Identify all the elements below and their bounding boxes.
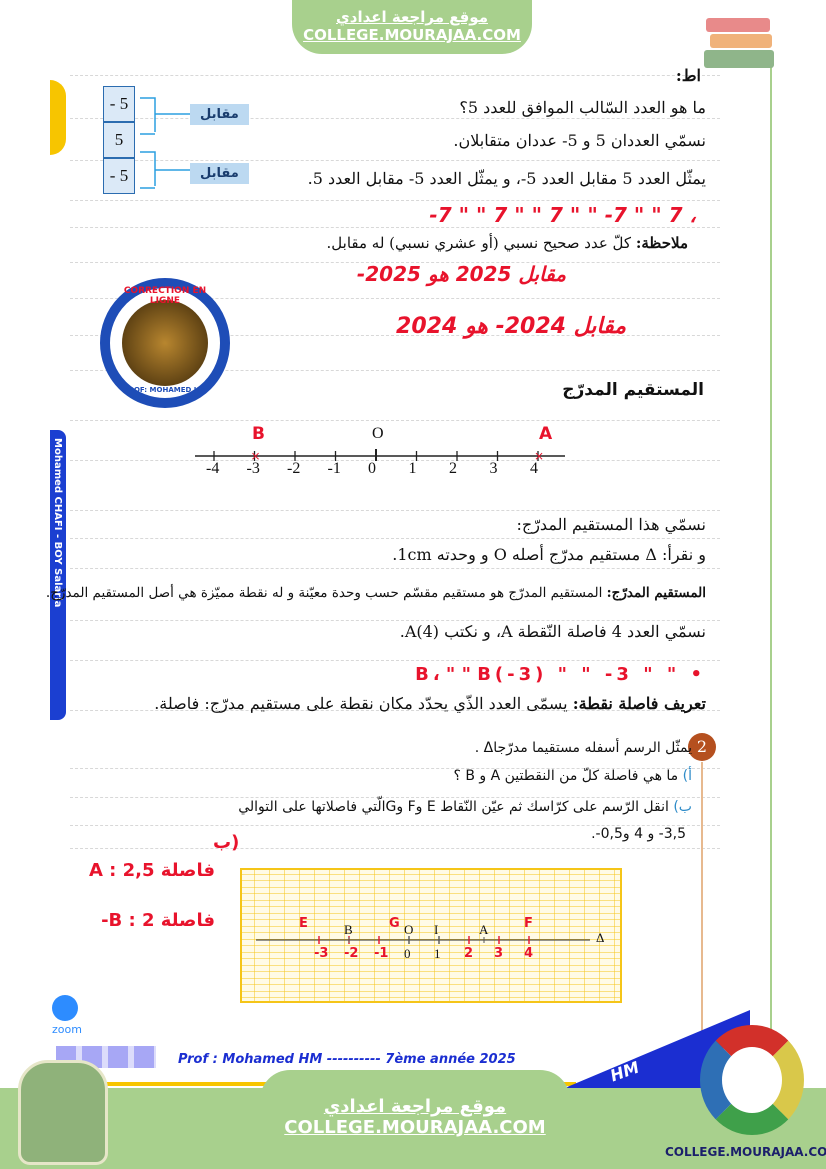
abscissa-line: نسمّي العدد 4 فاصلة النّقطة A، و نكتب A(… bbox=[399, 622, 706, 641]
handwritten-row: ، 7 " " 7- " " 7 " " 7 " " 7- bbox=[429, 203, 696, 227]
footer-tab: موقع مراجعة اعدادي COLLEGE.MOURAJAA.COM bbox=[260, 1070, 570, 1169]
section-title: المستقيم المدرّج bbox=[562, 380, 704, 400]
grid-label: E bbox=[299, 916, 308, 931]
grid-label: A bbox=[479, 922, 489, 937]
header-site-url[interactable]: COLLEGE.MOURAJAA.COM bbox=[303, 26, 521, 44]
exercise-number: 2 bbox=[688, 733, 716, 761]
part-b-label: ب) bbox=[673, 799, 692, 815]
grid-label: G bbox=[389, 916, 400, 931]
definition-label: المستقيم المدرّج: bbox=[606, 585, 706, 601]
sidebar-strip: Mohamed CHAFI - BOY Salaria bbox=[50, 430, 66, 720]
box-value: - 5 bbox=[103, 158, 135, 194]
footer-site-ar: موقع مراجعة اعدادي bbox=[323, 1096, 507, 1117]
part-a-text: ما هي فاصلة كلّ من النقطتين A و B ؟ bbox=[453, 768, 679, 784]
origin-label: O bbox=[372, 425, 384, 442]
grid-label: 2 bbox=[464, 946, 474, 961]
grid-label: 3 bbox=[494, 946, 504, 961]
abscissa-definition-text: يسمّى العدد الذّي يحدّد مكان نقطة على مس… bbox=[154, 694, 568, 713]
opposite-label: مقابل bbox=[190, 104, 249, 125]
exercise-part-a: أ) ما هي فاصلة كلّ من النقطتين A و B ؟ bbox=[453, 768, 692, 784]
opposite-boxes: - 5 5 - 5 bbox=[103, 86, 135, 194]
exercise-bar bbox=[701, 762, 703, 1032]
note-label: ملاحظة: bbox=[635, 234, 688, 252]
handwritten-part-b: ب) bbox=[213, 832, 240, 853]
axis-tick-label: -1 bbox=[327, 460, 341, 477]
yellow-tab-decoration bbox=[50, 80, 66, 155]
section-title-fragment: اط: bbox=[675, 66, 701, 85]
axis-tick-label: -3 bbox=[246, 460, 260, 477]
question-text: ما هو العدد السّالب الموافق للعدد 5؟ bbox=[459, 98, 706, 117]
handwritten-answer-2: مقابل 2024- هو 2024 bbox=[396, 314, 626, 339]
box-value: 5 bbox=[103, 122, 135, 158]
grid-label: B bbox=[344, 922, 353, 937]
axis-tick-label: 4 bbox=[530, 460, 538, 477]
grid-label: O bbox=[404, 922, 414, 937]
point-b-label: B bbox=[252, 424, 265, 444]
point-mark-a: × bbox=[534, 449, 544, 463]
axis-tick-label: 0 bbox=[368, 460, 376, 477]
definition: المستقيم المدرّج: المستقيم المدرّج هو مس… bbox=[46, 585, 706, 601]
books-icon bbox=[700, 14, 780, 74]
opposite-label: مقابل bbox=[190, 163, 249, 184]
grid-label: -2 bbox=[344, 946, 359, 961]
grid-label: F bbox=[524, 916, 533, 931]
note: ملاحظة: كلّ عدد صحيح نسبي (أو عشري نسبي)… bbox=[327, 234, 688, 252]
exercise-part-b: ب) انقل الرّسم على كرّاسك ثم عيّن النّقا… bbox=[238, 799, 692, 815]
grid-label: -1 bbox=[374, 946, 389, 961]
opposite-arrows bbox=[140, 97, 190, 189]
grid-number-line bbox=[240, 868, 622, 1003]
answer-b: فاصلة B : 2- bbox=[101, 910, 215, 931]
header-site-ar: موقع مراجعة اعدادي bbox=[336, 8, 488, 26]
answer-a: فاصلة A : 2,5 bbox=[88, 860, 215, 881]
grid-label: I bbox=[434, 922, 439, 937]
axis-tick-label: 1 bbox=[408, 460, 417, 477]
number-line: × × bbox=[195, 449, 565, 463]
footer-prof: Prof : Mohamed HM ---------- 7ème année … bbox=[178, 1052, 516, 1067]
axis-tick-label: 3 bbox=[489, 460, 498, 477]
axis-tick-label: -2 bbox=[287, 460, 301, 477]
definition-text: المستقيم المدرّج هو مستقيم مقسّم حسب وحد… bbox=[45, 585, 603, 601]
part-a-label: أ) bbox=[682, 768, 692, 784]
axis-tick-label: -4 bbox=[206, 460, 220, 477]
point-a-label: A bbox=[539, 424, 553, 444]
correction-logo: CORRECTION EN LIGNE PROF: MOHAMED HM bbox=[100, 278, 230, 408]
logo-bottom-text: PROF: MOHAMED HM bbox=[123, 386, 207, 394]
grid-label: Δ bbox=[596, 930, 605, 945]
subjects-wheel-icon bbox=[700, 1025, 804, 1135]
box-value: - 5 bbox=[103, 86, 135, 122]
grid-label: 1 bbox=[434, 946, 441, 961]
exercise-intro: يمثّل الرسم أسفله مستقيما مدرّجاΔ . bbox=[474, 740, 692, 756]
sidebar-text: Mohamed CHAFI - BOY Salaria bbox=[52, 438, 63, 608]
opposite-line-1: نسمّي العددان 5 و 5- عددان متقابلان. bbox=[453, 131, 706, 150]
opposite-line-2: يمثّل العدد 5 مقابل العدد 5-، و يمثّل ال… bbox=[307, 169, 706, 188]
footer-site-url[interactable]: COLLEGE.MOURAJAA.COM bbox=[284, 1117, 546, 1138]
backpack-icon bbox=[18, 1060, 108, 1165]
logo-top-text: CORRECTION EN LIGNE bbox=[123, 286, 207, 306]
axis-tick-label: 2 bbox=[449, 460, 457, 477]
abscissa-definition-label: تعريف فاصلة نقطة: bbox=[572, 694, 706, 713]
handwritten-row-2: • " " 3- " " B، " " B(-3) bbox=[415, 664, 706, 685]
zoom-text: zoom bbox=[52, 1023, 82, 1036]
part-b-text: انقل الرّسم على كرّاسك ثم عيّن النّقاط E… bbox=[238, 799, 669, 815]
note-text: كلّ عدد صحيح نسبي (أو عشري نسبي) له مقاب… bbox=[326, 234, 632, 252]
point-mark-b: × bbox=[251, 449, 261, 463]
grid-label: 4 bbox=[524, 946, 534, 961]
line-reading: و نقرأ: Δ مستقيم مدرّج أصله O و وحدته 1c… bbox=[392, 545, 706, 564]
zoom-logo: zoom bbox=[52, 995, 82, 1036]
line-naming: نسمّي هذا المستقيم المدرّج: bbox=[516, 515, 706, 534]
header-banner: موقع مراجعة اعدادي COLLEGE.MOURAJAA.COM bbox=[292, 0, 532, 54]
abscissa-definition: تعريف فاصلة نقطة: يسمّى العدد الذّي يحدّ… bbox=[154, 694, 706, 713]
page-frame bbox=[56, 52, 772, 1062]
handwritten-answer-1: مقابل 2025 هو 2025- bbox=[356, 262, 566, 286]
grid-label: -3 bbox=[314, 946, 329, 961]
grid-label: 0 bbox=[404, 946, 411, 961]
exercise-part-b-values: 3,5- و 4 و0,5-. bbox=[591, 826, 686, 842]
corner-url[interactable]: COLLEGE.MOURAJAA.COM bbox=[665, 1145, 826, 1159]
